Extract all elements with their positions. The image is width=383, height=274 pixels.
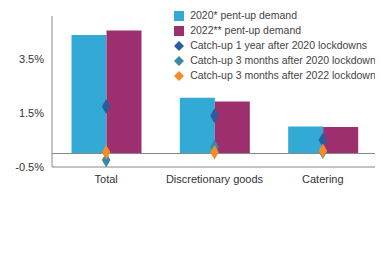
svg-text:Discretionary goods: Discretionary goods (166, 173, 264, 185)
html-text:Catch-up 3 months after 2022 l: Catch-up 3 months after 2022 lockdowns (190, 69, 381, 81)
svg-text:3.5%: 3.5% (19, 53, 44, 65)
html-text:2020* pent-up demand: 2020* pent-up demand (190, 9, 297, 21)
svg-text:Catering: Catering (302, 173, 344, 185)
svg-text:1.5%: 1.5% (19, 107, 44, 119)
svg-text:Total: Total (95, 173, 118, 185)
html-text:2022** pent-up demand: 2022** pent-up demand (190, 24, 302, 36)
svg-text:-0.5%: -0.5% (15, 161, 44, 173)
html-text:Catch-up 3 months after 2020 l: Catch-up 3 months after 2020 lockdowns (190, 54, 381, 66)
html-text:Catch-up 1 year after 2020 loc: Catch-up 1 year after 2020 lockdowns (190, 39, 367, 51)
